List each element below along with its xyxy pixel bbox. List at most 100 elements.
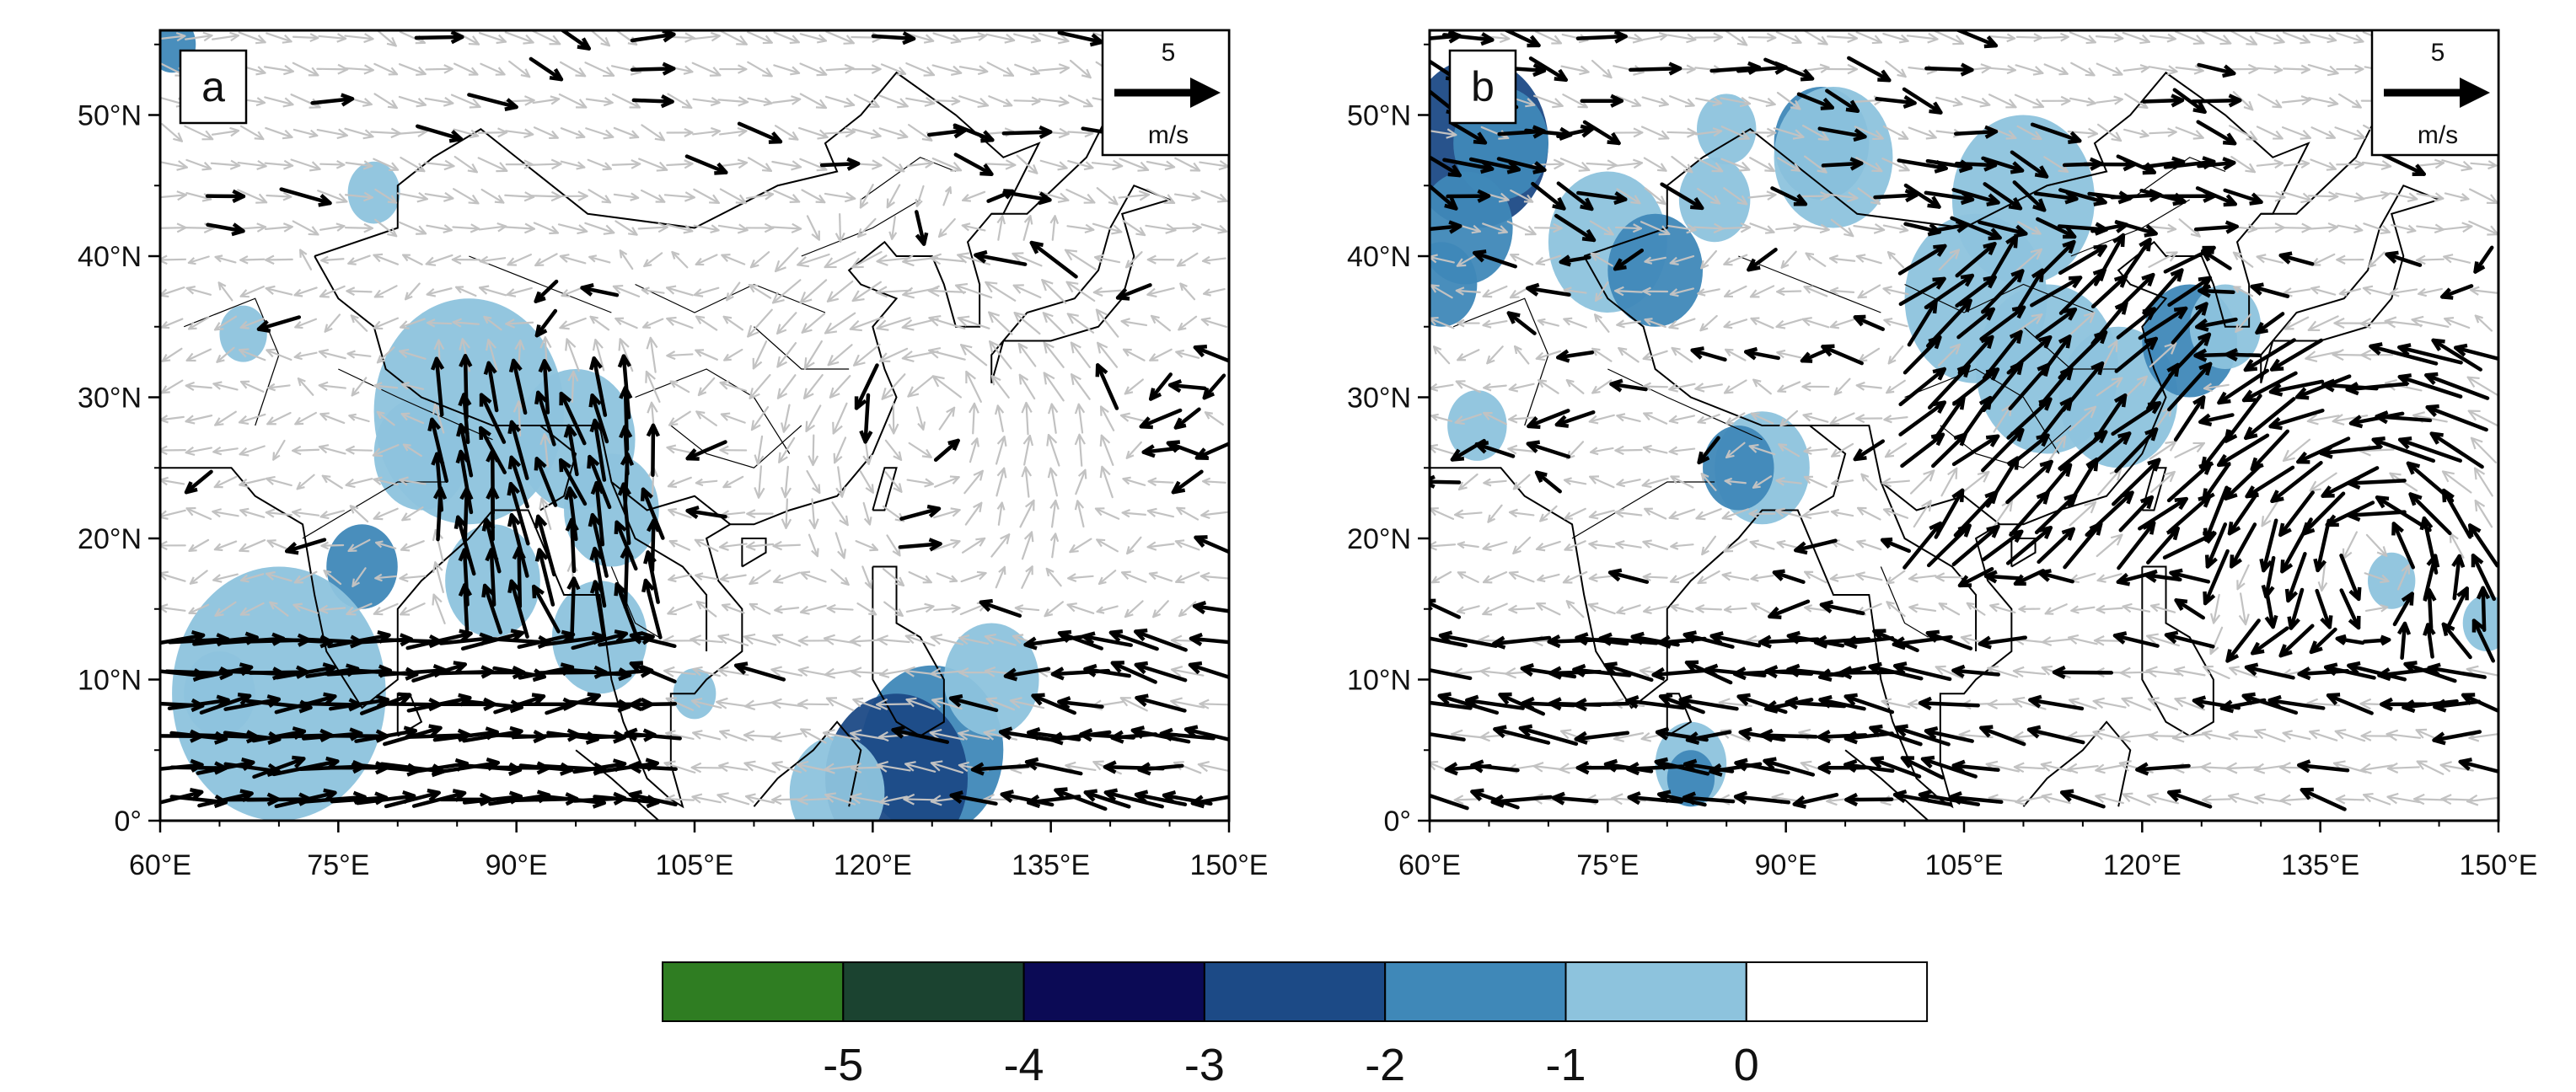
wind-vector — [932, 32, 962, 45]
wind-vector — [612, 284, 641, 297]
wind-vector-significant — [2385, 250, 2423, 267]
wind-vector — [1066, 223, 1095, 234]
wind-vector — [1534, 30, 1563, 45]
wind-vector — [957, 315, 990, 329]
wind-vector — [1668, 415, 1695, 425]
wind-vector — [1042, 312, 1065, 335]
wind-vector-significant — [2037, 527, 2075, 565]
wind-vector — [850, 729, 884, 741]
wind-vector — [718, 762, 749, 773]
wind-vector — [2386, 762, 2420, 774]
wind-vector — [1148, 571, 1173, 582]
wind-vector — [859, 184, 874, 209]
wind-vector-significant — [2423, 623, 2436, 659]
wind-vector — [1588, 509, 1615, 520]
wind-vector — [2069, 698, 2097, 710]
wind-vector — [990, 533, 1011, 558]
wind-vector — [667, 93, 693, 110]
wind-vector — [1594, 313, 1610, 333]
wind-vector — [1827, 32, 1859, 44]
wind-vector — [1615, 539, 1642, 549]
wind-vector — [667, 476, 692, 489]
wind-vector — [877, 634, 910, 646]
wind-vector — [915, 406, 926, 431]
wind-vector-significant — [414, 30, 464, 45]
wind-vector-significant — [534, 514, 556, 577]
wind-vector — [424, 191, 454, 202]
wind-vector — [1721, 571, 1750, 581]
wind-vector — [1668, 383, 1696, 393]
shaded-region — [347, 161, 400, 224]
wind-vector-significant — [646, 423, 660, 477]
wind-vector — [211, 31, 239, 42]
wind-vector — [1614, 445, 1643, 456]
wind-vector — [2337, 224, 2364, 233]
wind-vector — [1049, 533, 1060, 559]
wind-vector — [905, 62, 936, 77]
wind-vector-significant — [629, 697, 678, 712]
wind-vector — [832, 402, 848, 435]
wind-vector — [1644, 318, 1666, 329]
wind-vector-significant — [1873, 189, 1919, 203]
wind-vector — [1097, 570, 1117, 586]
wind-vector-significant — [1768, 599, 1811, 620]
wind-vector — [1640, 221, 1671, 236]
wind-vector-significant — [2167, 789, 2213, 809]
wind-vector-significant — [2223, 188, 2263, 206]
x-tick-label: 150°E — [1189, 849, 1268, 881]
wind-vector-significant — [1527, 409, 1570, 430]
wind-vector-significant — [2144, 569, 2182, 583]
wind-vector — [1988, 64, 2017, 75]
wind-vector — [189, 570, 208, 585]
wind-vector — [320, 541, 345, 550]
wind-vector — [2254, 728, 2286, 742]
wind-vector — [2230, 156, 2257, 174]
border-line — [1452, 297, 1549, 426]
wind-vector — [1778, 443, 1801, 458]
wind-vector-significant — [529, 56, 564, 82]
wind-vector — [321, 474, 343, 490]
wind-vector-significant — [2347, 475, 2407, 490]
wind-vector-significant — [1574, 731, 1630, 745]
wind-vector-significant — [2197, 157, 2236, 171]
wind-vector — [1775, 318, 1802, 329]
wind-vector — [693, 224, 720, 234]
wind-vector — [184, 31, 213, 42]
wind-vector — [375, 30, 397, 47]
wind-vector — [989, 340, 1012, 370]
wind-vector — [2096, 533, 2123, 558]
wind-vector — [2096, 604, 2123, 614]
wind-vector — [1119, 158, 1150, 172]
wind-vector-significant — [559, 30, 592, 51]
wind-vector — [938, 406, 956, 431]
wind-vector — [316, 63, 349, 75]
wind-vector-significant — [1110, 661, 1157, 684]
wind-vector-significant — [1733, 790, 1791, 805]
wind-vector-significant — [2174, 598, 2206, 620]
wind-vector — [344, 222, 374, 233]
wind-vector — [1537, 318, 1559, 327]
wind-vector — [2362, 792, 2391, 806]
wind-vector — [1074, 500, 1085, 528]
wind-vector — [962, 190, 986, 202]
wind-vector — [478, 32, 507, 45]
wind-vector — [479, 255, 507, 265]
wind-vector — [663, 666, 696, 677]
wind-vector — [2149, 223, 2177, 233]
wind-vector-significant — [2476, 586, 2491, 632]
wind-vector — [2466, 794, 2498, 806]
wind-vector — [373, 382, 399, 391]
wind-vector — [1747, 32, 1777, 43]
wind-vector — [188, 538, 210, 552]
colorbar-bin — [842, 961, 1025, 1022]
wind-vector — [2310, 158, 2337, 171]
wind-vector-significant — [2191, 94, 2242, 108]
wind-vector — [345, 445, 373, 455]
wind-vector-significant — [534, 457, 558, 507]
wind-vector — [881, 373, 906, 400]
wind-vector — [504, 191, 535, 202]
wind-vector — [1047, 467, 1058, 497]
wind-vector — [2123, 128, 2149, 139]
wind-vector-significant — [2197, 62, 2236, 78]
wind-vector — [265, 126, 293, 140]
